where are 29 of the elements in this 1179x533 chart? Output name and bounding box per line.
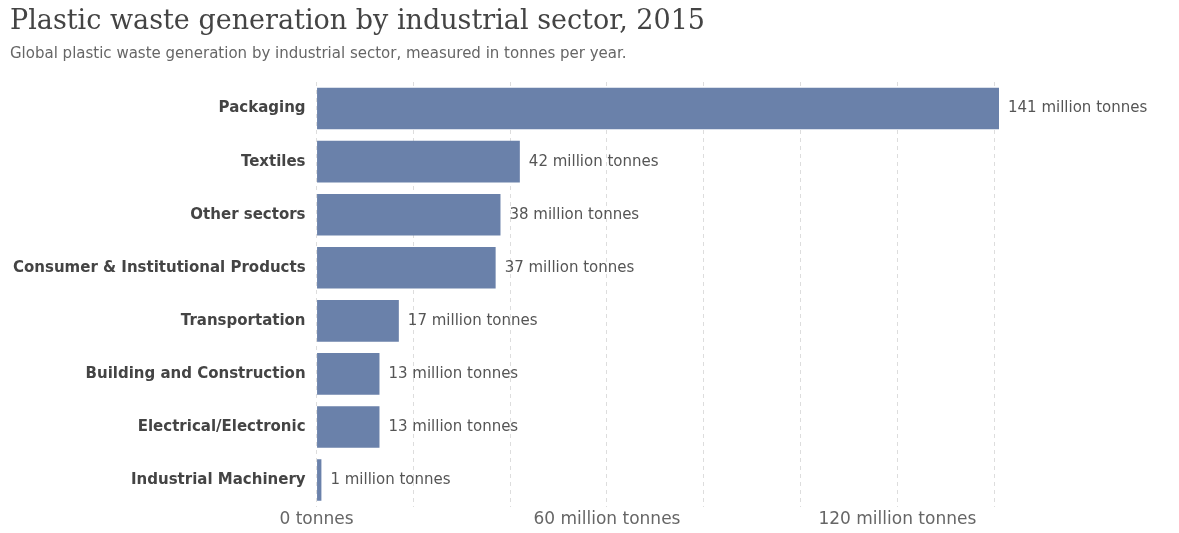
y-tick-label: Packaging [218, 98, 306, 117]
bar [317, 193, 501, 236]
bar [317, 140, 520, 183]
x-tick-label: 0 tonnes [279, 508, 354, 529]
data-label: 42 million tonnes [528, 151, 659, 170]
data-label: 13 million tonnes [388, 416, 519, 435]
bar [317, 406, 380, 448]
x-tick-label: 60 million tonnes [533, 508, 681, 529]
chart-title: Plastic waste generation by industrial sector, 2015 [10, 4, 706, 35]
y-tick-label: Other sectors [190, 204, 306, 223]
data-label: 1 million tonnes [330, 469, 451, 488]
bar [317, 87, 999, 130]
chart-subtitle: Global plastic waste generation by industrial sector, measured in tonnes per year. [10, 44, 627, 62]
x-tick-label: 120 million tonnes [818, 508, 977, 529]
y-tick-label: Textiles [240, 151, 306, 170]
data-label: 17 million tonnes [407, 310, 538, 329]
y-tick-label: Industrial Machinery [130, 469, 306, 488]
y-tick-label: Transportation [180, 310, 306, 329]
data-label: 141 million tonnes [1008, 98, 1148, 117]
y-tick-label: Electrical/Electronic [137, 416, 306, 435]
y-tick-label: Building and Construction [85, 363, 306, 382]
bar [317, 459, 322, 501]
bar [317, 300, 399, 342]
data-label: 13 million tonnes [388, 363, 519, 382]
y-tick-label: Consumer & Institutional Products [13, 257, 306, 276]
bar [317, 353, 380, 395]
data-label: 37 million tonnes [504, 257, 635, 276]
data-label: 38 million tonnes [509, 204, 640, 223]
bar [317, 246, 496, 289]
